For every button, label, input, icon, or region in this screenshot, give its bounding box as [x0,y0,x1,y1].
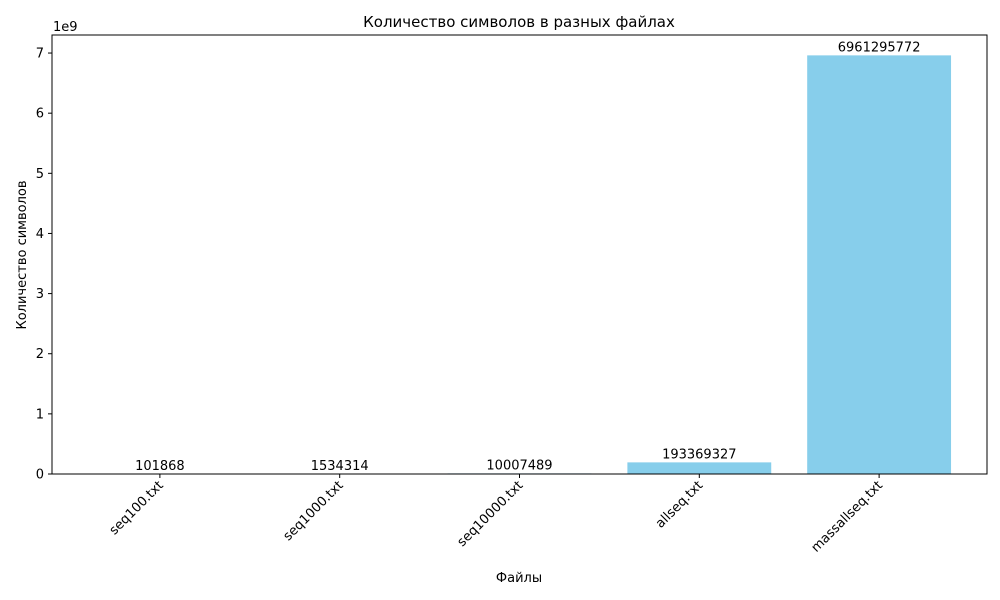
y-tick-label: 6 [36,107,44,122]
bar-value-label: 10007489 [486,458,552,473]
bar-value-label: 101868 [135,459,185,474]
bar-value-label: 1534314 [311,459,369,474]
y-scale-label: 1e9 [53,20,78,35]
y-tick-label: 1 [36,407,44,422]
y-axis-label: Количество символов [15,180,30,329]
y-tick-label: 3 [36,287,44,302]
chart-title: Количество символов в разных файлах [363,13,675,31]
bar-value-label: 6961295772 [838,40,921,55]
plot-frame [51,34,988,475]
y-tick-label: 4 [36,227,44,242]
bar [807,55,952,474]
y-tick-label: 7 [36,47,44,62]
bar [627,462,772,474]
x-axis-label: Файлы [496,571,542,586]
y-tick-label: 2 [36,347,44,362]
y-tick-label: 0 [36,468,44,483]
bar-value-label: 193369327 [662,447,736,462]
y-tick-label: 5 [36,167,44,182]
